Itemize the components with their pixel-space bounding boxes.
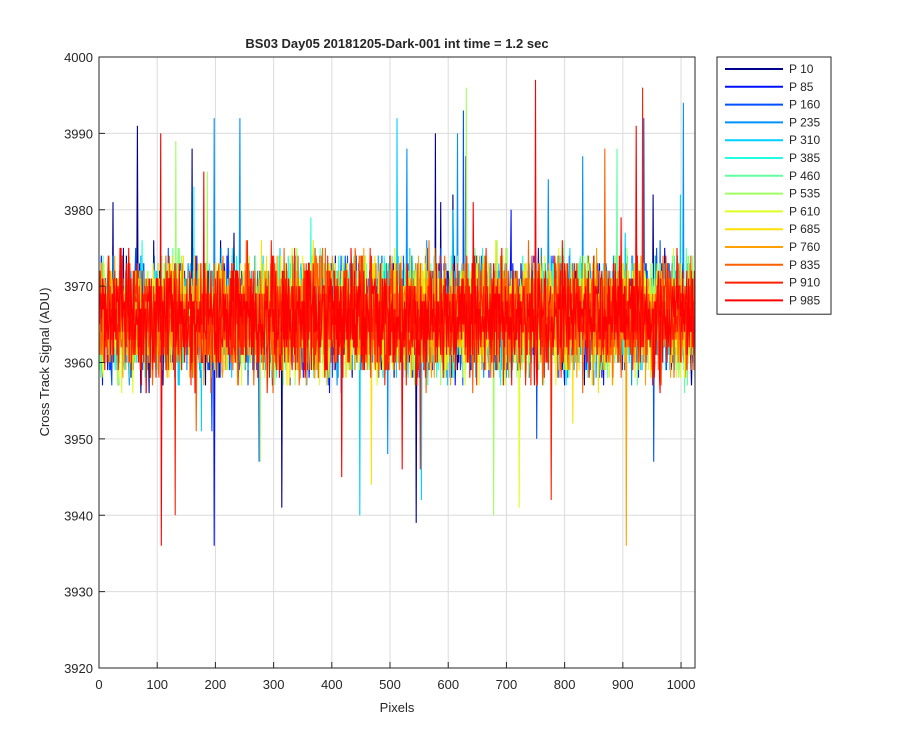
legend-label: P 85: [789, 80, 814, 94]
legend-label: P 985: [789, 293, 820, 307]
y-tick-label: 3970: [64, 279, 93, 294]
x-tick-label: 200: [205, 677, 227, 692]
x-axis-label: Pixels: [380, 700, 415, 715]
y-tick-label: 3990: [64, 126, 93, 141]
chart-title: BS03 Day05 20181205-Dark-001 int time = …: [245, 36, 548, 51]
legend-label: P 385: [789, 151, 820, 165]
x-tick-label: 700: [496, 677, 518, 692]
legend-label: P 610: [789, 204, 820, 218]
y-tick-label: 3960: [64, 356, 93, 371]
x-axis: 0 100 200 300 400 500 600 700 800 900 1000: [95, 662, 695, 692]
x-tick-label: 500: [379, 677, 401, 692]
x-tick-label: 1000: [667, 677, 696, 692]
legend-label: P 460: [789, 169, 820, 183]
series-line: [99, 79, 695, 546]
legend-label: P 10: [789, 62, 814, 76]
legend: P 10 P 85 P 160 P 235 P 310 P 385 P 460 P 535 P …: [716, 56, 832, 315]
legend-box: [716, 56, 832, 315]
legend-label: P 235: [789, 115, 820, 129]
y-tick-label: 3950: [64, 432, 93, 447]
y-tick-label: 3940: [64, 508, 93, 523]
legend-label: P 685: [789, 222, 820, 236]
legend-label: P 835: [789, 258, 820, 272]
legend-label: P 310: [789, 133, 820, 147]
y-tick-label: 3980: [64, 203, 93, 218]
x-tick-label: 900: [612, 677, 634, 692]
y-axis-label: Cross Track Signal (ADU): [37, 288, 52, 437]
y-tick-label: 3920: [64, 661, 93, 676]
x-tick-label: 0: [95, 677, 102, 692]
x-tick-label: 100: [146, 677, 168, 692]
x-tick-label: 400: [321, 677, 343, 692]
y-axis: 3920 3930 3940 3950 3960 3970 3980 3990 4000: [64, 50, 105, 676]
x-tick-label: 600: [437, 677, 459, 692]
legend-label: P 760: [789, 240, 820, 254]
y-tick-label: 4000: [64, 50, 93, 65]
y-tick-label: 3930: [64, 585, 93, 600]
series-layer: [99, 79, 696, 546]
legend-label: P 535: [789, 187, 820, 201]
legend-label: P 160: [789, 98, 820, 112]
x-tick-label: 800: [554, 677, 576, 692]
legend-label: P 910: [789, 276, 820, 290]
x-tick-label: 300: [263, 677, 285, 692]
